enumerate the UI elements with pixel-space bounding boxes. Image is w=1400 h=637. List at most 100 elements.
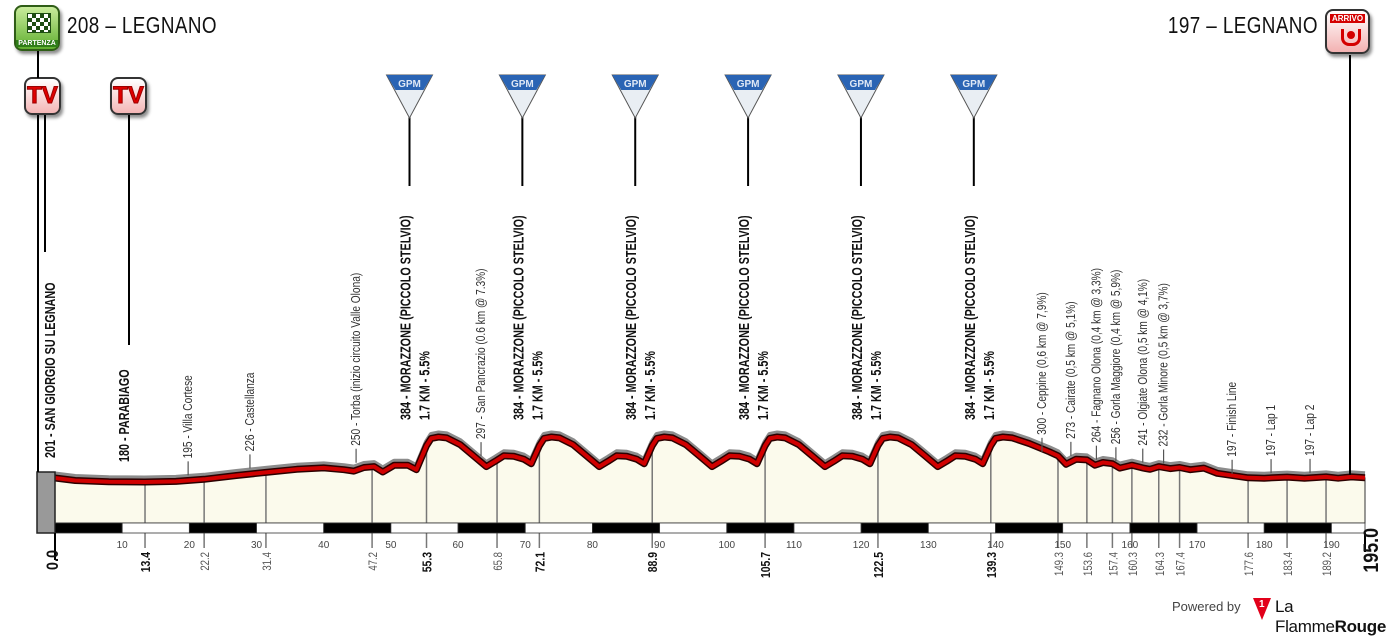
finish-person-icon bbox=[1341, 29, 1361, 46]
km-label: 122.5 bbox=[872, 552, 886, 578]
gpm-text: GPM bbox=[624, 79, 647, 90]
gpm-icon: GPM bbox=[949, 74, 998, 120]
x-axis-tick-label: 160 bbox=[1122, 540, 1139, 551]
climb-info-label: 1.7 KM - 5.5% bbox=[754, 351, 771, 420]
gpm-band bbox=[386, 75, 433, 90]
gpm-band bbox=[950, 75, 997, 90]
x-axis-tick-label: 150 bbox=[1054, 540, 1071, 551]
scale-bar-segment bbox=[457, 522, 526, 534]
x-axis-tick-label: 30 bbox=[251, 540, 263, 551]
place-label: 195 - Villa Cortese bbox=[181, 375, 195, 458]
x-axis-tick-label: 20 bbox=[184, 540, 196, 551]
scale-bar-segment bbox=[1331, 522, 1366, 534]
tv-icon: TV bbox=[24, 77, 61, 115]
scale-bar-segment bbox=[121, 522, 190, 534]
km-label: 88.9 bbox=[646, 552, 660, 573]
km-label: 167.4 bbox=[1175, 552, 1188, 576]
gpm-band bbox=[837, 75, 884, 90]
climb-label: 384 - MORAZZONE (PICCOLO STELVIO) bbox=[735, 215, 752, 420]
gpm-text: GPM bbox=[398, 79, 421, 90]
km-label: 164.3 bbox=[1154, 552, 1167, 576]
scale-bar-segment bbox=[1062, 522, 1131, 534]
la-flamme-rouge-logo-icon: 1 bbox=[1253, 598, 1271, 620]
climb-info-label: 1.7 KM - 5.5% bbox=[529, 351, 546, 420]
gpm-icon: GPM bbox=[498, 74, 547, 120]
gpm-icon: GPM bbox=[724, 74, 772, 120]
x-axis-tick-label: 170 bbox=[1189, 540, 1206, 551]
gpm-text: GPM bbox=[737, 79, 760, 90]
scale-bar-segment bbox=[592, 522, 661, 534]
km-label: 189.2 bbox=[1321, 552, 1334, 576]
scale-bar-segment bbox=[390, 522, 459, 534]
scale-bar-segment bbox=[323, 522, 392, 534]
scale-bar-segment bbox=[860, 522, 929, 534]
km-label-final: 195.0 bbox=[1360, 528, 1384, 573]
tv-icon: TV bbox=[110, 77, 147, 115]
climb-info-label: 1.7 KM - 5.5% bbox=[416, 351, 433, 420]
place-label: 197 - Finish Line bbox=[1225, 382, 1239, 457]
km-label: 72.1 bbox=[533, 552, 547, 573]
scale-bar-segment bbox=[793, 522, 862, 534]
scale-bar-segment bbox=[188, 522, 257, 534]
km-label: 55.3 bbox=[420, 552, 434, 573]
x-axis-tick-label: 80 bbox=[587, 540, 599, 551]
km-label: 13.4 bbox=[139, 552, 153, 573]
scale-bar-segment bbox=[1196, 522, 1265, 534]
brand-bold: Rouge bbox=[1334, 617, 1387, 636]
x-axis-tick-label: 140 bbox=[987, 540, 1004, 551]
gpm-icon: GPM bbox=[837, 74, 885, 120]
km-label: 105.7 bbox=[759, 552, 773, 578]
la-flamme-rouge-brand: La FlammeRouge bbox=[1275, 597, 1400, 637]
km-label: 157.4 bbox=[1107, 552, 1120, 576]
place-label: 241 - Olgiate Olona (0,5 km @ 4,1%) bbox=[1136, 279, 1150, 446]
gpm-band bbox=[612, 75, 659, 90]
km-label: 183.4 bbox=[1282, 552, 1295, 576]
gpm-band bbox=[725, 75, 772, 90]
place-label: 256 - Gorla Maggiore (0,4 km @ 5,9%) bbox=[1109, 270, 1123, 445]
partenza-logo-text: PARTENZA bbox=[16, 40, 58, 47]
km-label: 149.3 bbox=[1053, 552, 1066, 576]
km-label: 47.2 bbox=[367, 552, 380, 571]
start-block bbox=[36, 471, 56, 534]
x-axis-tick-label: 70 bbox=[520, 540, 532, 551]
place-label: 232 - Gorla Minore (0,5 km @ 3,7%) bbox=[1156, 283, 1170, 446]
km-label: 177.6 bbox=[1243, 552, 1256, 576]
finish-title: 197 – LEGNANO bbox=[1168, 12, 1318, 38]
scale-bar-segment bbox=[995, 522, 1064, 534]
climb-info-label: 1.7 KM - 5.5% bbox=[867, 351, 884, 420]
scale-bar-segment bbox=[659, 522, 728, 534]
x-axis-tick-label: 180 bbox=[1256, 540, 1273, 551]
km-label: 139.3 bbox=[985, 552, 999, 578]
climb-info-label: 1.7 KM - 5.5% bbox=[980, 351, 997, 420]
place-label: 297 - San Pancrazio (0.6 km @ 7.3%) bbox=[474, 268, 488, 439]
km-label: 0.0 bbox=[44, 550, 62, 570]
x-axis-tick-label: 110 bbox=[786, 540, 802, 551]
place-label: 226 - Castellanza bbox=[243, 372, 257, 451]
gpm-text: GPM bbox=[511, 79, 534, 90]
powered-by-text: Powered by bbox=[1172, 599, 1241, 614]
km-label: 160.3 bbox=[1127, 552, 1140, 576]
gpm-text: GPM bbox=[850, 79, 873, 90]
x-axis-tick-label: 50 bbox=[385, 540, 397, 551]
place-label: 197 - Lap 1 bbox=[1264, 405, 1278, 456]
gpm-text: GPM bbox=[962, 79, 985, 90]
km-label: 22.2 bbox=[199, 552, 212, 571]
brand-light: La Flamme bbox=[1275, 597, 1335, 636]
partenza-flag-icon: PARTENZA bbox=[14, 5, 60, 51]
km-label: 65.8 bbox=[492, 552, 505, 571]
x-axis-tick-label: 90 bbox=[654, 540, 666, 551]
scale-bar-segment bbox=[927, 522, 996, 534]
gpm-icon: GPM bbox=[385, 74, 434, 120]
climb-label: 384 - MORAZZONE (PICCOLO STELVIO) bbox=[510, 215, 527, 420]
x-axis-tick-label: 40 bbox=[318, 540, 330, 551]
x-axis-tick-label: 10 bbox=[117, 540, 129, 551]
start-title: 208 – LEGNANO bbox=[67, 12, 217, 38]
climb-label: 384 - MORAZZONE (PICCOLO STELVIO) bbox=[961, 215, 978, 420]
climb-info-label: 1.7 KM - 5.5% bbox=[641, 351, 658, 420]
arrivo-icon: ARRIVO bbox=[1325, 9, 1370, 54]
x-axis-tick-label: 190 bbox=[1323, 540, 1340, 551]
checkered-flag-icon bbox=[27, 13, 51, 33]
climb-label: 384 - MORAZZONE (PICCOLO STELVIO) bbox=[848, 215, 865, 420]
x-axis-tick-label: 120 bbox=[853, 540, 870, 551]
place-label: 197 - Lap 2 bbox=[1303, 405, 1317, 456]
